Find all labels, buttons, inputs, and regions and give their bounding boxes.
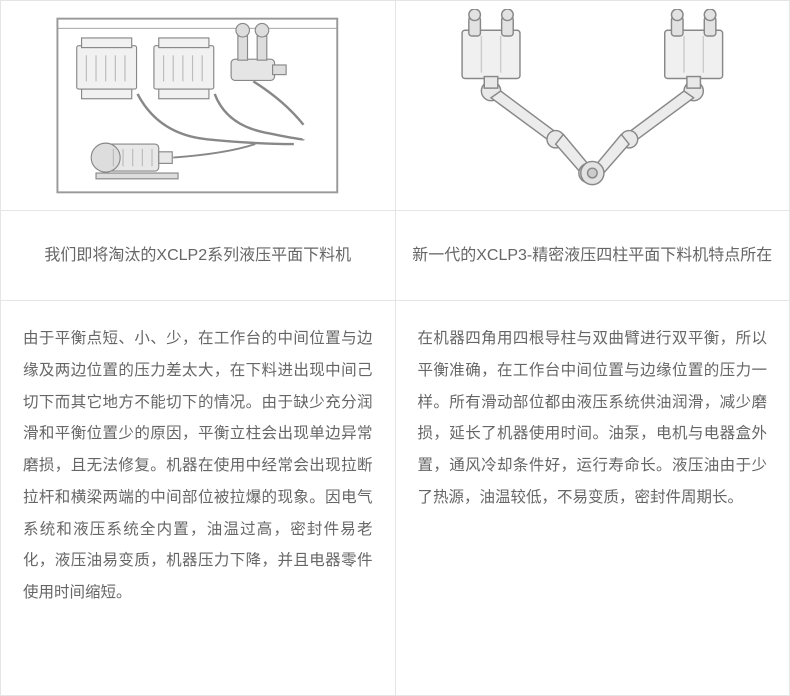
column-xclp3: 新一代的XCLP3-精密液压四柱平面下料机特点所在 在机器四角用四根导柱与双曲臂… [396, 1, 790, 695]
illustration-xclp2 [1, 1, 395, 211]
title-xclp3: 新一代的XCLP3-精密液压四柱平面下料机特点所在 [396, 211, 790, 301]
body-xclp3: 在机器四角用四根导柱与双曲臂进行双平衡，所以平衡准确，在工作台中间位置与边缘位置… [396, 301, 790, 695]
title-text: 我们即将淘汰的XCLP2系列液压平面下料机 [44, 242, 351, 269]
column-xclp2: 我们即将淘汰的XCLP2系列液压平面下料机 由于平衡点短、小、少，在工作台的中间… [1, 1, 396, 695]
illustration-xclp3 [396, 1, 790, 211]
xclp2-machine-icon [14, 9, 381, 202]
body-xclp2: 由于平衡点短、小、少，在工作台的中间位置与边缘及两边位置的压力差太大，在下料进出… [1, 301, 395, 695]
title-xclp2: 我们即将淘汰的XCLP2系列液压平面下料机 [1, 211, 395, 301]
body-text: 在机器四角用四根导柱与双曲臂进行双平衡，所以平衡准确，在工作台中间位置与边缘位置… [418, 330, 768, 506]
xclp3-arm-icon [409, 9, 776, 202]
title-text: 新一代的XCLP3-精密液压四柱平面下料机特点所在 [412, 242, 772, 269]
comparison-table: 我们即将淘汰的XCLP2系列液压平面下料机 由于平衡点短、小、少，在工作台的中间… [0, 0, 790, 696]
body-text: 由于平衡点短、小、少，在工作台的中间位置与边缘及两边位置的压力差太大，在下料进出… [23, 330, 373, 601]
